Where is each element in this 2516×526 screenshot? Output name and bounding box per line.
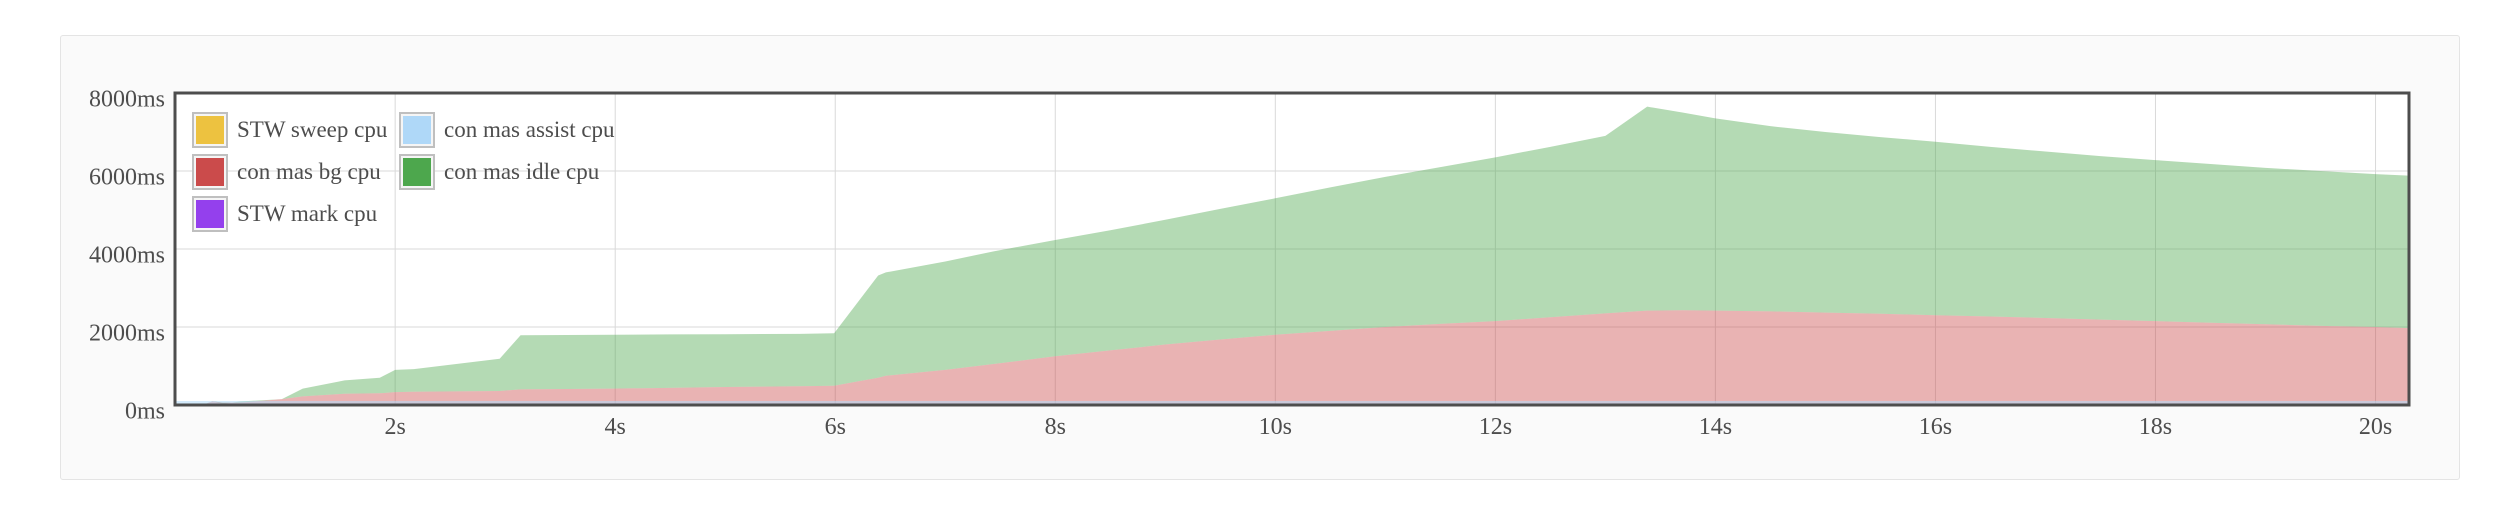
svg-text:con mas idle cpu: con mas idle cpu (444, 159, 600, 184)
svg-text:2s: 2s (384, 414, 405, 440)
svg-text:con mas bg cpu: con mas bg cpu (237, 159, 381, 184)
svg-text:8s: 8s (1045, 414, 1066, 440)
svg-text:20s: 20s (2359, 414, 2392, 440)
svg-text:10s: 10s (1259, 414, 1292, 440)
svg-text:4000ms: 4000ms (89, 243, 165, 269)
svg-text:con mas assist cpu: con mas assist cpu (444, 117, 615, 142)
svg-text:6s: 6s (825, 414, 846, 440)
svg-text:6000ms: 6000ms (89, 165, 165, 191)
svg-text:STW sweep cpu: STW sweep cpu (237, 117, 388, 142)
svg-text:16s: 16s (1919, 414, 1952, 440)
svg-text:8000ms: 8000ms (89, 87, 165, 113)
svg-text:18s: 18s (2139, 414, 2172, 440)
svg-text:2000ms: 2000ms (89, 321, 165, 347)
svg-text:4s: 4s (605, 414, 626, 440)
svg-text:STW mark cpu: STW mark cpu (237, 201, 378, 226)
svg-text:14s: 14s (1699, 414, 1732, 440)
svg-text:12s: 12s (1479, 414, 1512, 440)
svg-text:0ms: 0ms (125, 399, 165, 425)
